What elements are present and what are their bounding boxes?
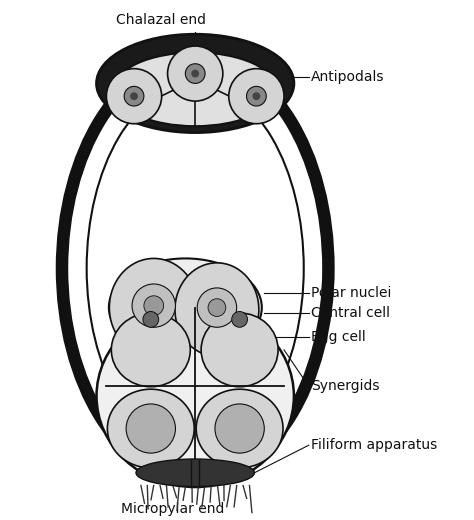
Ellipse shape xyxy=(97,305,294,487)
Circle shape xyxy=(144,296,164,316)
Text: Filiform apparatus: Filiform apparatus xyxy=(310,438,437,452)
Text: Egg cell: Egg cell xyxy=(310,330,365,344)
Circle shape xyxy=(185,64,205,83)
Text: Chalazal end: Chalazal end xyxy=(116,14,206,28)
Circle shape xyxy=(191,70,199,77)
Circle shape xyxy=(253,92,260,100)
Circle shape xyxy=(208,298,226,317)
Text: Polar nuclei: Polar nuclei xyxy=(310,286,391,300)
Ellipse shape xyxy=(136,459,255,487)
Ellipse shape xyxy=(108,389,194,468)
Ellipse shape xyxy=(97,34,294,133)
Text: Central cell: Central cell xyxy=(310,306,390,319)
Ellipse shape xyxy=(114,53,277,126)
Text: Antipodals: Antipodals xyxy=(310,70,384,84)
Circle shape xyxy=(215,404,264,453)
Ellipse shape xyxy=(62,57,328,479)
Ellipse shape xyxy=(196,389,283,468)
Circle shape xyxy=(143,311,159,327)
Text: Synergids: Synergids xyxy=(310,379,379,393)
Circle shape xyxy=(130,92,138,100)
Circle shape xyxy=(124,86,144,106)
Ellipse shape xyxy=(201,313,278,387)
Text: Micropylar end: Micropylar end xyxy=(121,502,225,516)
Circle shape xyxy=(132,284,175,327)
Circle shape xyxy=(126,404,175,453)
Circle shape xyxy=(246,86,266,106)
Circle shape xyxy=(106,69,162,124)
Circle shape xyxy=(229,69,284,124)
Ellipse shape xyxy=(111,313,190,387)
Circle shape xyxy=(197,288,237,327)
Ellipse shape xyxy=(109,258,262,357)
Ellipse shape xyxy=(175,263,259,356)
Circle shape xyxy=(168,46,223,101)
Ellipse shape xyxy=(109,258,198,357)
Circle shape xyxy=(232,311,247,327)
